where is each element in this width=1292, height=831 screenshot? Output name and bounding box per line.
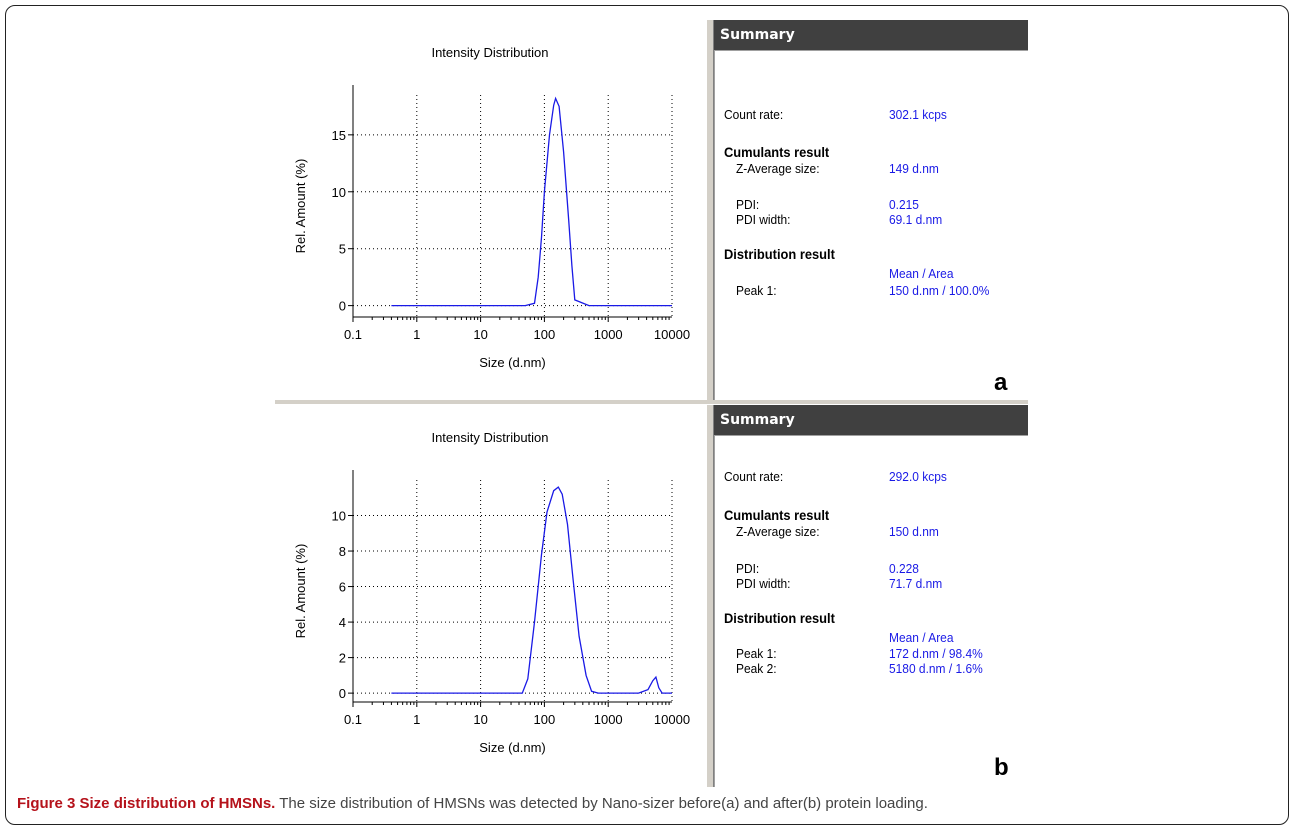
x-tick-label: 10000 — [654, 712, 690, 727]
y-axis-label: Rel. Amount (%) — [293, 544, 308, 639]
mean-area-label: Mean / Area — [889, 266, 954, 281]
pdi-value: 0.215 — [889, 197, 919, 212]
z-average-label: Z-Average size: — [736, 524, 820, 539]
z-average-label: Z-Average size: — [736, 161, 820, 176]
summary-header: Summary — [714, 20, 1028, 50]
peak-1-value: 150 d.nm / 100.0% — [889, 283, 990, 298]
summary-panel: Summary Count rate: 292.0 kcps Cumulants… — [707, 405, 1028, 787]
figure-frame — [5, 5, 1289, 825]
x-tick-label: 10000 — [654, 327, 690, 342]
summary-panel: Summary Count rate: 302.1 kcps Cumulants… — [707, 20, 1028, 402]
pdi-label: PDI: — [736, 197, 760, 212]
caption-title: Figure 3 Size distribution of HMSNs. — [17, 795, 276, 812]
pdi-label: PDI: — [736, 561, 760, 576]
x-tick-label: 1000 — [594, 712, 623, 727]
count-rate-value: 292.0 kcps — [889, 469, 947, 484]
caption-text: The size distribution of HMSNs was detec… — [275, 795, 928, 812]
x-tick-label: 0.1 — [344, 327, 362, 342]
panel-a: Intensity Distribution 0.1 1 10 100 1000 10000… — [275, 20, 1028, 402]
y-tick-label: 5 — [339, 242, 346, 257]
x-tick-label: 100 — [534, 712, 556, 727]
y-tick-label: 4 — [339, 615, 346, 630]
distribution-heading: Distribution result — [724, 610, 835, 626]
pdi-value: 0.228 — [889, 561, 919, 576]
x-tick-label: 1000 — [594, 327, 623, 342]
y-tick-label: 6 — [339, 580, 346, 595]
z-average-value: 150 d.nm — [889, 524, 939, 539]
chart-title: Intensity Distribution — [431, 430, 548, 445]
pdi-width-value: 71.7 d.nm — [889, 576, 943, 591]
peak-1-label: Peak 1: — [736, 283, 777, 298]
summary-header: Summary — [714, 405, 1028, 435]
x-tick-label: 10 — [473, 327, 487, 342]
series-line — [391, 96, 672, 307]
y-tick-label: 10 — [332, 509, 346, 524]
figure-caption: Figure 3 Size distribution of HMSNs. The… — [17, 795, 1277, 812]
splitter-bar[interactable] — [707, 20, 714, 402]
x-tick-label: 100 — [534, 327, 556, 342]
x-tick-label: 0.1 — [344, 712, 362, 727]
splitter-bar[interactable] — [707, 405, 714, 787]
y-tick-label: 0 — [339, 686, 346, 701]
peak-1-value: 172 d.nm / 98.4% — [889, 646, 983, 661]
z-average-value: 149 d.nm — [889, 161, 939, 176]
y-tick-label: 0 — [339, 299, 346, 314]
cumulants-heading: Cumulants result — [724, 507, 830, 523]
y-tick-label: 15 — [332, 128, 346, 143]
peak-2-value: 5180 d.nm / 1.6% — [889, 661, 983, 676]
y-tick-label: 8 — [339, 544, 346, 559]
mean-area-label: Mean / Area — [889, 630, 954, 645]
x-axis-label: Size (d.nm) — [479, 355, 545, 370]
peak-2-label: Peak 2: — [736, 661, 777, 676]
count-rate-value: 302.1 kcps — [889, 107, 947, 122]
pdi-width-value: 69.1 d.nm — [889, 212, 943, 227]
count-rate-label: Count rate: — [724, 469, 784, 484]
pdi-width-label: PDI width: — [736, 576, 791, 591]
chart-title: Intensity Distribution — [431, 45, 548, 60]
panel-letter-b: b — [994, 754, 1009, 781]
distribution-heading: Distribution result — [724, 246, 835, 262]
y-tick-label: 10 — [332, 185, 346, 200]
peak-1-label: Peak 1: — [736, 646, 777, 661]
series-line — [391, 486, 672, 694]
cumulants-heading: Cumulants result — [724, 144, 830, 160]
count-rate-label: Count rate: — [724, 107, 784, 122]
intensity-distribution-plot: Intensity Distribution 0.1 1 10 100 1000 10000… — [275, 20, 707, 402]
panel-letter-a: a — [994, 369, 1008, 396]
panel-b: Intensity Distribution 0.1 1 10 100 1000 10000… — [275, 405, 1028, 787]
y-tick-label: 2 — [339, 651, 346, 666]
x-tick-label: 10 — [473, 712, 487, 727]
summary-body: Count rate: 292.0 kcps Cumulants result … — [714, 435, 1028, 787]
summary-body: Count rate: 302.1 kcps Cumulants result … — [714, 50, 1028, 402]
x-axis-label: Size (d.nm) — [479, 740, 545, 755]
intensity-distribution-plot: Intensity Distribution 0.1 1 10 100 1000 10000… — [275, 405, 707, 787]
y-axis-label: Rel. Amount (%) — [293, 159, 308, 254]
x-tick-label: 1 — [413, 327, 420, 342]
x-tick-label: 1 — [413, 712, 420, 727]
panel-separator — [275, 400, 1028, 404]
pdi-width-label: PDI width: — [736, 212, 791, 227]
